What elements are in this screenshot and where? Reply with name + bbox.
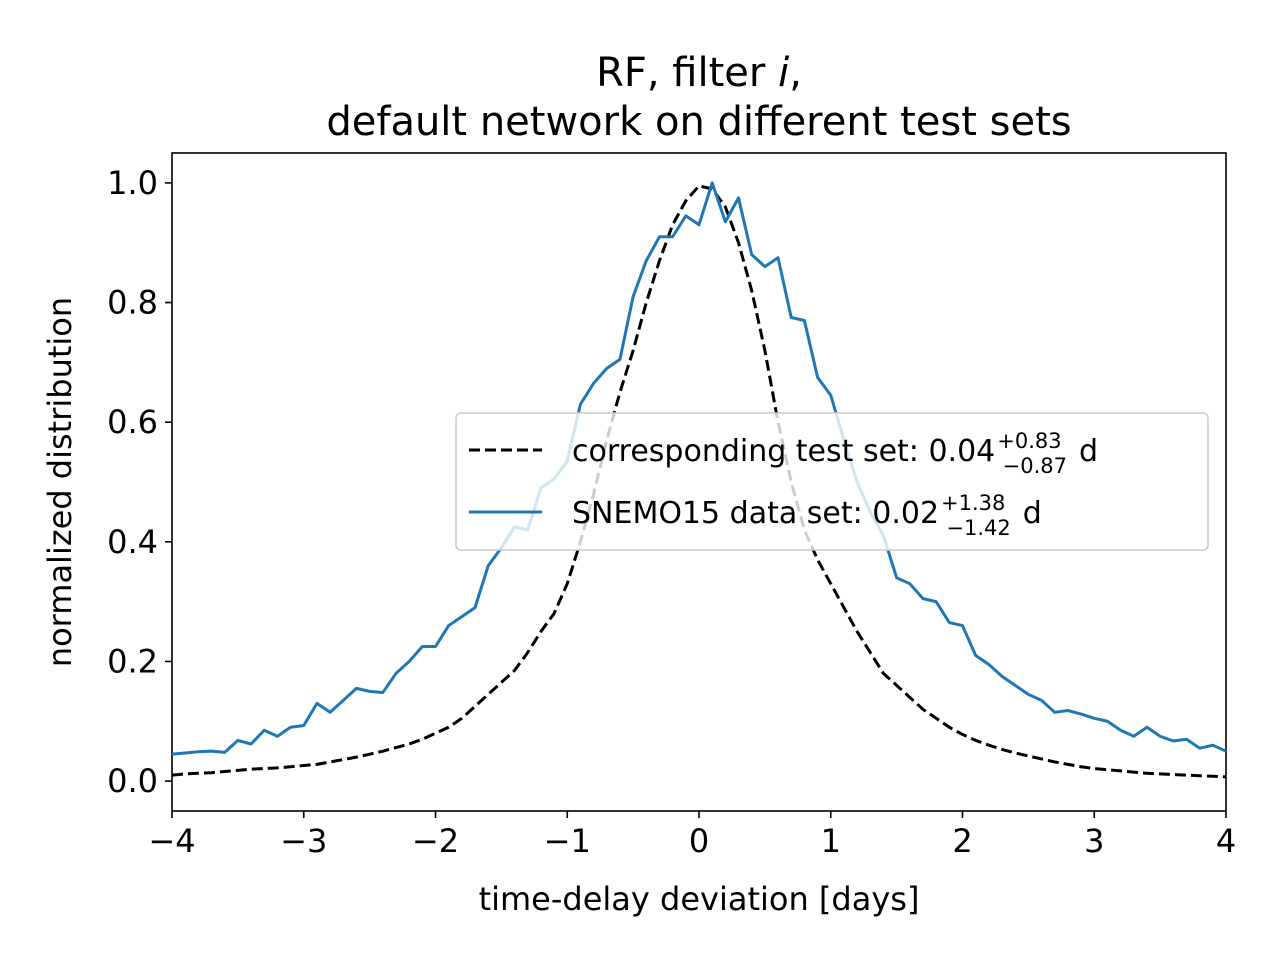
x-tick-label: 1: [821, 822, 841, 860]
y-tick-label: 1.0: [107, 164, 158, 202]
y-tick-label: 0.4: [107, 523, 158, 561]
x-tick-label: 2: [952, 822, 972, 860]
series-line-snemo15: [171, 181, 1227, 756]
legend-label-test-set: corresponding test set: 0.04+0.83 −0.87 d: [572, 429, 1098, 478]
y-tick-label: 0.0: [107, 762, 158, 800]
chart-title-line1: RF, filter i,: [596, 50, 802, 96]
legend-frame: [455, 412, 1209, 551]
x-tick-label: −3: [280, 822, 327, 860]
y-tick-label: 0.8: [107, 284, 158, 322]
series-line-test-set: [171, 184, 1227, 779]
x-axis-label: time-delay deviation [days]: [479, 880, 920, 918]
ticks-layer: −4 −3 −2 −1 0 1 2 3 4 0.0 0.2 0.4 0.6 0.8 1.0: [107, 164, 1236, 860]
legend-label-snemo15: SNEMO15 data set: 0.02+1.38 −1.42 d: [572, 491, 1042, 540]
x-tick-label: −2: [412, 822, 459, 860]
legend: corresponding test set: 0.04+0.83 −0.87 d …: [455, 412, 1209, 551]
x-tick-label: −1: [544, 822, 591, 860]
chart-title-line2: default network on different test sets: [326, 99, 1071, 145]
series-layer: [171, 181, 1227, 779]
y-tick-label: 0.6: [107, 403, 158, 441]
x-tick-label: 0: [689, 822, 709, 860]
x-tick-label: 4: [1216, 822, 1236, 860]
x-tick-label: 3: [1084, 822, 1104, 860]
y-tick-label: 0.2: [107, 642, 158, 680]
y-axis-label: normalized distribution: [41, 297, 79, 667]
x-tick-label: −4: [148, 822, 195, 860]
